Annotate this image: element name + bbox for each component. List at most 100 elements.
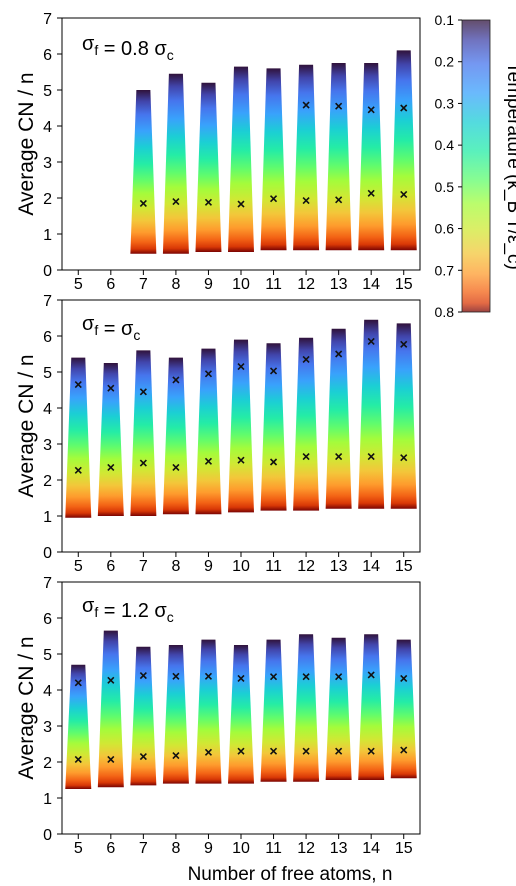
bar <box>228 645 254 784</box>
marker-x <box>269 458 278 466</box>
colorbar-tick-label: 0.2 <box>435 54 455 70</box>
x-tick-label: 12 <box>297 840 315 857</box>
marker-x <box>302 747 310 755</box>
marker-x <box>107 755 115 764</box>
y-tick-label: 6 <box>43 47 52 64</box>
marker-x <box>172 376 180 384</box>
marker-x <box>172 463 180 471</box>
marker-x <box>107 463 115 471</box>
x-tick-label: 6 <box>106 276 115 293</box>
x-tick-label: 7 <box>139 840 148 857</box>
marker-x <box>302 673 310 681</box>
y-tick-label: 6 <box>43 611 52 628</box>
x-tick-label: 9 <box>204 558 213 575</box>
x-tick-label: 14 <box>362 276 380 293</box>
bar <box>325 637 352 780</box>
x-tick-label: 10 <box>232 840 250 857</box>
x-tick-label: 11 <box>265 840 282 857</box>
bar <box>325 328 352 509</box>
panel-label: σf = 0.8 σc <box>82 33 174 63</box>
colorbar-tick-label: 0.5 <box>435 179 455 195</box>
x-tick-label: 7 <box>139 276 148 293</box>
colorbar-tick-label: 0.4 <box>435 137 455 153</box>
y-tick-label: 1 <box>43 791 52 808</box>
bar <box>260 639 287 782</box>
x-tick-label: 15 <box>395 558 413 575</box>
marker-x <box>237 747 245 755</box>
panel-label: σf = 1.2 σc <box>82 595 174 625</box>
bar <box>390 639 417 779</box>
x-tick-label: 6 <box>106 840 115 857</box>
marker-x <box>107 384 115 392</box>
x-tick-label: 12 <box>297 558 315 575</box>
y-tick-label: 5 <box>43 83 52 100</box>
colorbar-tick-label: 0.3 <box>435 95 455 111</box>
marker-x <box>237 363 245 371</box>
marker-x <box>400 746 408 754</box>
bar <box>293 634 320 782</box>
marker-x <box>302 196 310 205</box>
marker-x <box>400 340 408 348</box>
y-tick-label: 7 <box>43 11 52 28</box>
y-tick-label: 2 <box>43 473 52 490</box>
marker-x <box>237 674 245 683</box>
bar <box>195 639 222 784</box>
x-tick-label: 12 <box>297 276 315 293</box>
x-tick-label: 7 <box>139 558 148 575</box>
colorbar-gradient <box>461 19 491 313</box>
x-tick-label: 13 <box>330 276 348 293</box>
marker-x <box>172 751 180 760</box>
x-tick-label: 5 <box>74 558 83 575</box>
x-tick-label: 5 <box>74 840 83 857</box>
marker-x <box>335 453 343 461</box>
bar <box>65 357 92 518</box>
x-tick-label: 11 <box>265 276 282 293</box>
marker-x <box>335 673 343 681</box>
bar <box>130 90 157 254</box>
x-tick-label: 10 <box>232 276 250 293</box>
y-tick-label: 4 <box>43 401 52 418</box>
marker-x <box>400 190 408 198</box>
bar <box>65 664 92 789</box>
y-tick-label: 3 <box>43 719 52 736</box>
bar <box>293 337 320 511</box>
marker-x <box>367 189 375 197</box>
bar <box>358 634 385 780</box>
bar <box>390 50 417 251</box>
x-tick-label: 13 <box>330 558 348 575</box>
marker-x <box>367 671 375 679</box>
colorbar: 0.1 0.2 0.3 0.4 0.5 0.6 0.7 0.8 Temperature (k_B… <box>435 12 516 320</box>
marker-x <box>74 679 82 687</box>
x-tick-label: 10 <box>232 558 250 575</box>
colorbar-label: Temperature (k_B T/ε_c) <box>503 62 516 270</box>
marker-x <box>139 459 147 467</box>
marker-x <box>204 198 213 206</box>
marker-x <box>335 350 343 358</box>
bar <box>97 363 124 516</box>
marker-x <box>335 747 343 755</box>
panel-label: σf = σc <box>82 313 140 343</box>
colorbar-tick-label: 0.7 <box>435 262 455 278</box>
bar <box>228 66 254 252</box>
x-tick-label: 14 <box>362 558 380 575</box>
bar <box>195 82 222 252</box>
y-tick-label: 1 <box>43 509 52 526</box>
bar <box>260 343 287 511</box>
x-axis-label: Number of free atoms, n <box>188 864 393 885</box>
marker-x <box>204 457 213 465</box>
colorbar-tick-label: 0.8 <box>435 304 455 320</box>
y-tick-label: 5 <box>43 365 52 382</box>
x-tick-label: 5 <box>74 276 83 293</box>
marker-x <box>74 466 82 474</box>
marker-x <box>172 198 180 206</box>
marker-x <box>74 381 82 389</box>
marker-x <box>302 355 310 363</box>
y-axis-label: Average CN / n <box>15 354 38 497</box>
y-axis-label: Average CN / n <box>15 636 38 779</box>
x-tick-label: 13 <box>330 840 348 857</box>
y-tick-label: 1 <box>43 227 52 244</box>
